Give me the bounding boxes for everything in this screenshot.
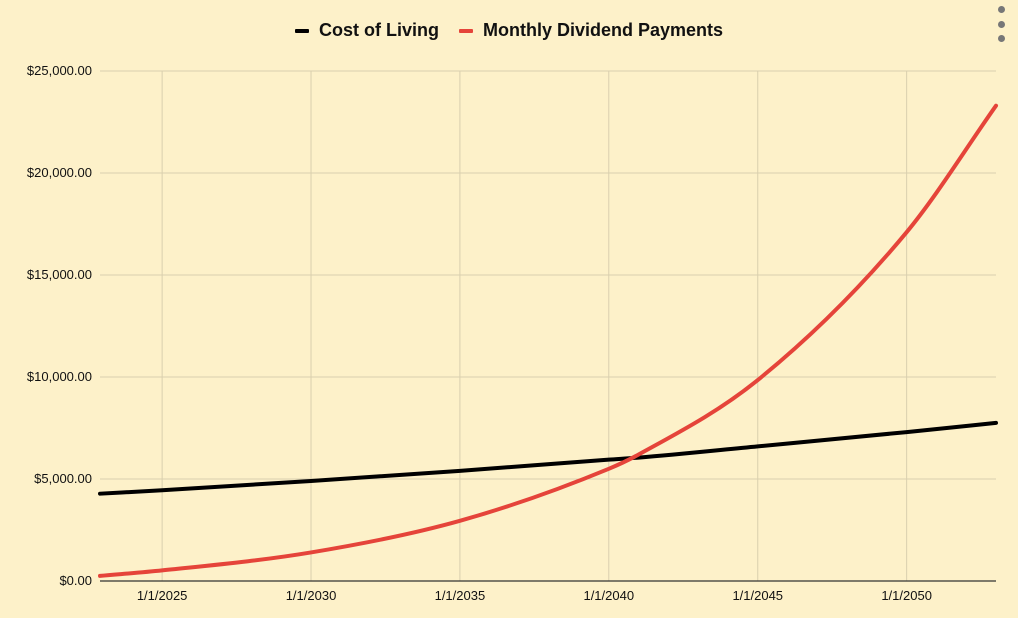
cost-of-living-line (98, 420, 998, 496)
monthly-dividend-line (98, 103, 998, 578)
legend-item-cost-of-living[interactable]: Cost of Living (294, 20, 439, 41)
y-tick-label: $15,000.00 (27, 267, 92, 282)
legend-item-monthly-dividend[interactable]: Monthly Dividend Payments (458, 20, 724, 41)
series-lines (98, 103, 998, 578)
legend-swatch-dividend (458, 28, 473, 33)
legend-label-dividend: Monthly Dividend Payments (482, 20, 724, 40)
x-tick-label: 1/1/2045 (732, 588, 783, 603)
kebab-dot (997, 35, 1005, 42)
x-tick-label: 1/1/2030 (286, 588, 337, 603)
chart-legend: Cost of Living Monthly Dividend Payments (0, 20, 1018, 41)
kebab-dot (997, 20, 1005, 28)
y-tick-label: $25,000.00 (27, 63, 92, 78)
y-tick-label: $20,000.00 (27, 165, 92, 180)
kebab-menu-icon[interactable] (996, 6, 1006, 42)
y-tick-label: $5,000.00 (34, 471, 92, 486)
y-axis-ticks: $0.00 $5,000.00 $10,000.00 $15,000.00 $20,00… (27, 63, 92, 588)
grid-lines (100, 70, 996, 581)
y-tick-label: $0.00 (59, 573, 92, 588)
legend-label-cost: Cost of Living (318, 20, 439, 40)
legend-swatch-cost (294, 28, 309, 33)
x-tick-label: 1/1/2040 (583, 588, 634, 603)
kebab-dot (997, 6, 1005, 13)
x-tick-label: 1/1/2035 (435, 588, 486, 603)
x-tick-label: 1/1/2050 (881, 588, 932, 603)
y-tick-label: $10,000.00 (27, 369, 92, 384)
x-tick-label: 1/1/2025 (137, 588, 188, 603)
x-axis-ticks: 1/1/2025 1/1/2030 1/1/2035 1/1/2040 1/1/2045… (137, 588, 932, 603)
